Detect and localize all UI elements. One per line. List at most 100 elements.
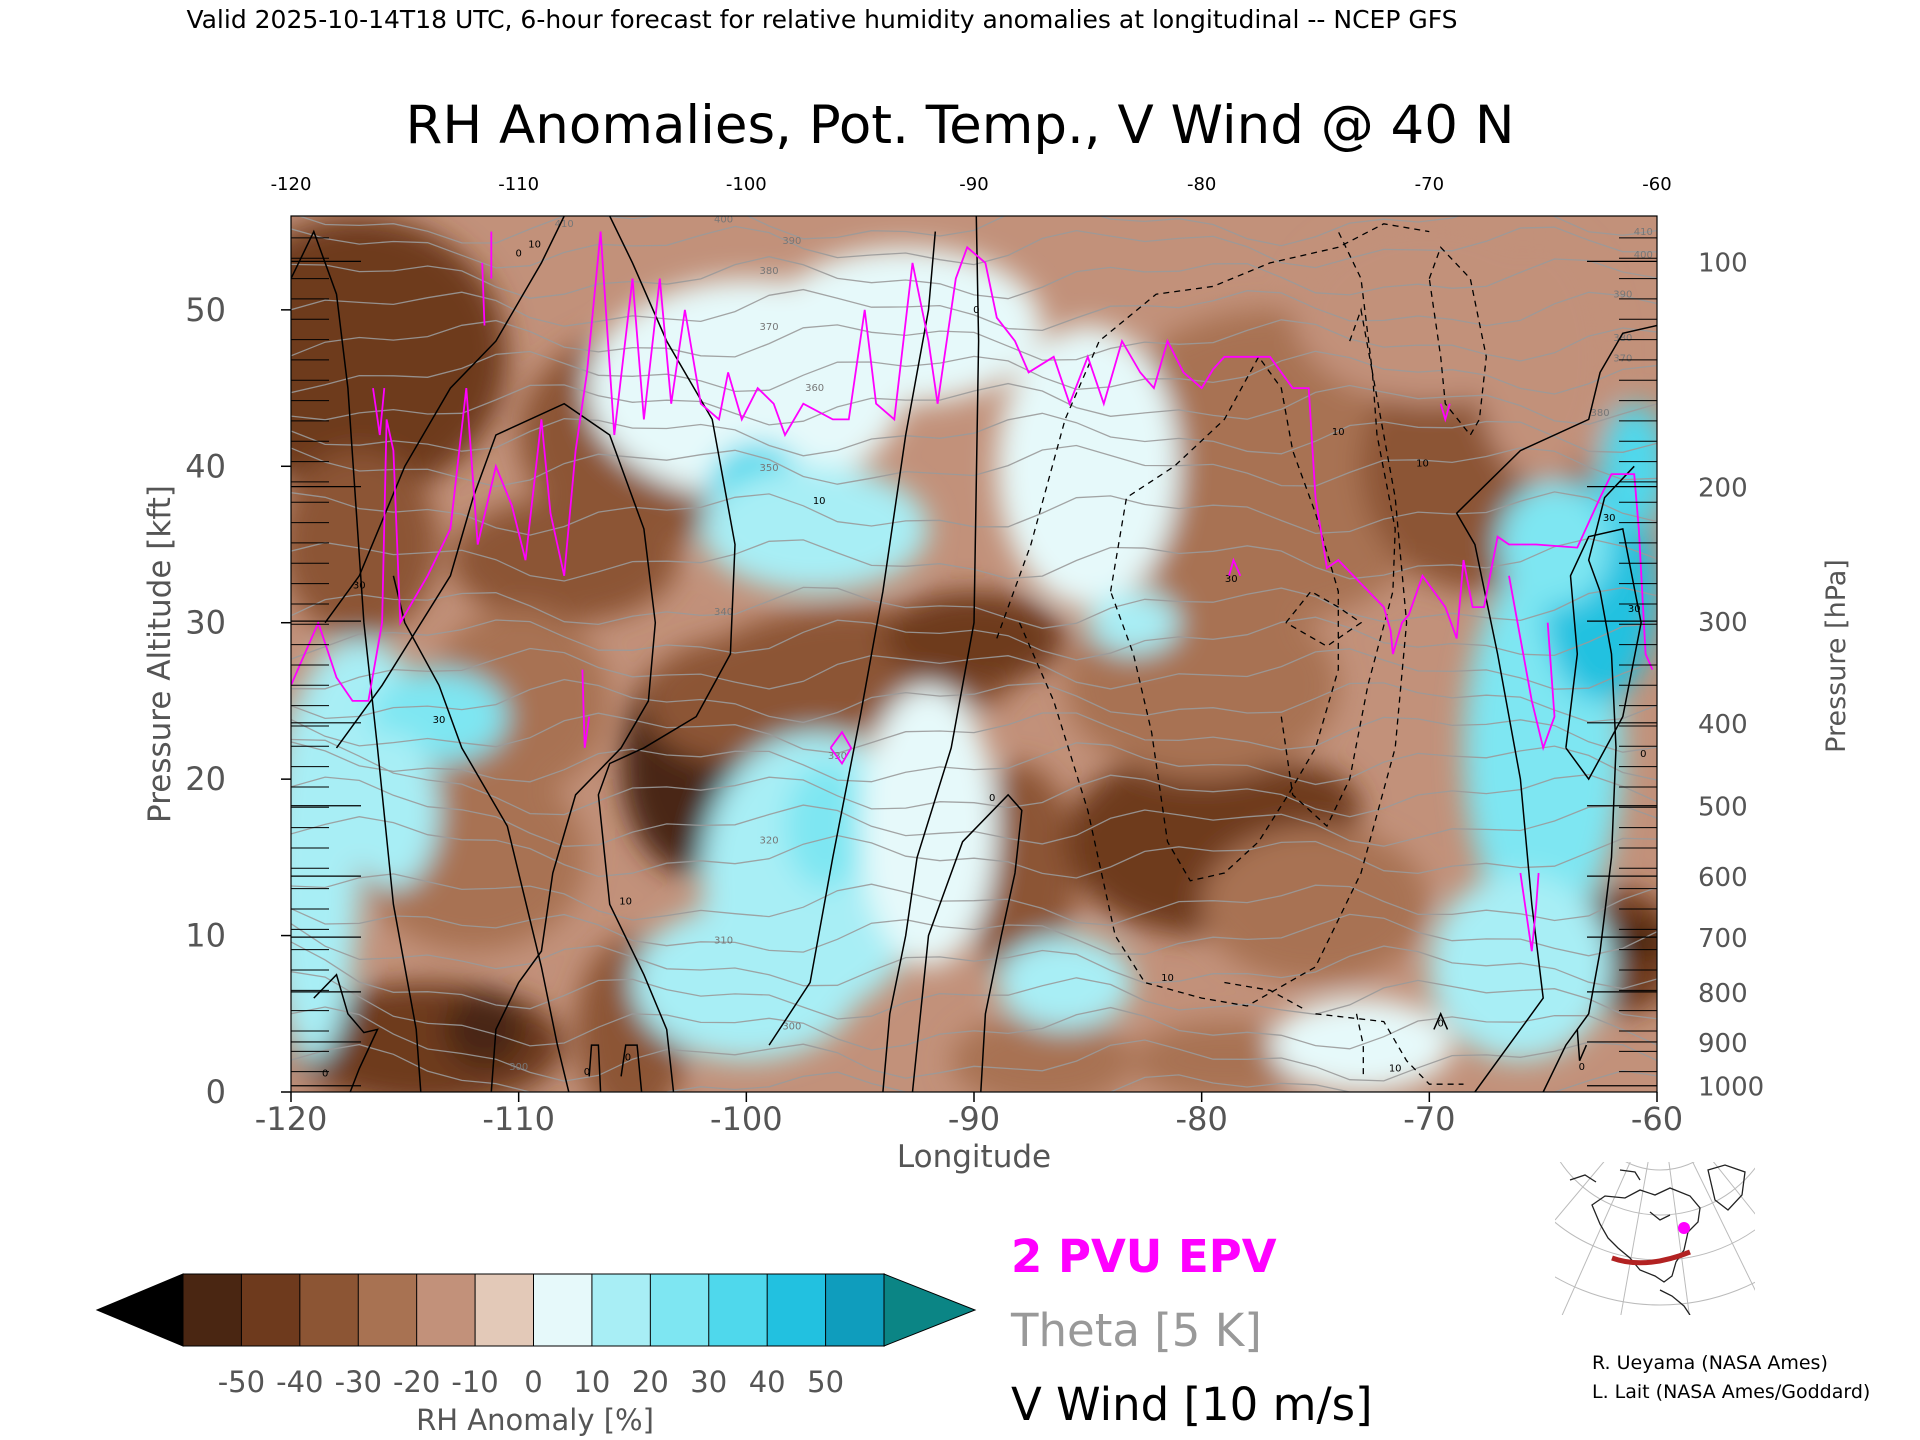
colorbar-tick-label: -20 — [393, 1365, 440, 1399]
v-wind-solid-contour — [588, 1044, 602, 1092]
rh-blob — [1429, 873, 1612, 1061]
theta-contour-label: 400 — [1634, 250, 1653, 261]
theta-contours — [291, 216, 1657, 1092]
colorbar-swatch — [357, 1273, 418, 1347]
theta-contour-label: 300 — [509, 1062, 528, 1073]
inset-map — [1555, 1162, 1755, 1315]
colorbar-tick-label: 50 — [807, 1365, 844, 1399]
v-wind-solid-contour — [291, 229, 422, 1092]
theta-contour-line — [291, 738, 1657, 818]
top-tick-label: -100 — [726, 174, 767, 195]
top-tick-label: -80 — [1187, 174, 1216, 195]
rh-blob — [1611, 930, 1657, 950]
v-wind-contour-label: 10 — [1416, 458, 1429, 469]
theta-contour-label: 340 — [714, 607, 733, 618]
epv-2pvu-line — [1228, 557, 1242, 577]
plot-area: 410 4003903803703603503403303203103003004… — [290, 214, 1658, 1093]
x-tick-label: -110 — [482, 1100, 555, 1138]
v-wind-dashed-contour — [1109, 355, 1339, 882]
colorbar-high-arrow — [883, 1273, 977, 1347]
theta-contour-line — [291, 444, 1657, 488]
theta-contour-line — [291, 537, 1657, 582]
theta-contour-line — [291, 816, 1657, 879]
pressure-tick-label: 900 — [1698, 1029, 1748, 1059]
v-wind-contour-label: 30 — [1628, 604, 1641, 615]
epv-2pvu-contour — [291, 231, 1654, 952]
pressure-axis-labels: 100 200 300 400 500 600 700 800 900 1000 — [1698, 248, 1764, 1102]
colorbar-tick-label: 20 — [632, 1365, 669, 1399]
colorbar-swatch — [182, 1273, 243, 1347]
x-tick-label: -120 — [255, 1100, 328, 1138]
theta-contour-label: 390 — [782, 236, 801, 247]
v-wind-solid-contour — [335, 402, 657, 1092]
colorbar-tick-label: -30 — [335, 1365, 382, 1399]
v-wind-contour-label: 10 — [813, 496, 826, 507]
x-tick-label: -80 — [1176, 1100, 1228, 1138]
colorbar-swatch — [825, 1273, 885, 1347]
v-wind-dashed-contour — [1315, 1013, 1464, 1085]
v-wind-solid-contour — [1565, 527, 1642, 781]
rh-colorbar — [95, 1273, 977, 1347]
v-wind-dashed-contour — [1428, 246, 1487, 437]
colorbar-tick-label: 40 — [749, 1365, 786, 1399]
v-wind-contour-label: 10 — [1389, 1064, 1402, 1075]
v-wind-contour-label: 0 — [1579, 1062, 1585, 1073]
theta-contour-label: 370 — [760, 322, 779, 333]
theta-contour-label: 380 — [760, 266, 779, 277]
y-axis-label-right: Pressure [hPa] — [1821, 559, 1852, 753]
theta-contour-label: 350 — [760, 463, 779, 474]
colorbar-tick-label: -50 — [218, 1365, 265, 1399]
v-wind-contour-label: 30 — [1225, 574, 1238, 585]
rh-blob — [996, 325, 1179, 608]
v-wind-solid-contour — [620, 1044, 643, 1092]
rh-blob — [1600, 403, 1657, 529]
y-tick-label: 40 — [185, 447, 226, 485]
theta-contour-label: 390 — [1613, 289, 1632, 300]
v-wind-solid-contour — [392, 575, 570, 1092]
rh-blob — [347, 732, 439, 889]
theta-contour-line — [291, 941, 1657, 1020]
top-tick-label: -70 — [1415, 174, 1444, 195]
theta-contour-line — [291, 971, 1657, 1051]
v-wind-contours — [291, 216, 1657, 1092]
theta-contour-label: 410 — [1634, 227, 1653, 238]
colorbar-tick-labels: -50 -40 -30 -20 -10 0 10 20 30 40 50 — [218, 1365, 844, 1399]
theta-contour-line — [291, 923, 1657, 990]
v-wind-solid-contour — [768, 231, 937, 1046]
theta-contour-line — [291, 873, 1657, 926]
v-wind-solid-contour — [313, 973, 379, 1092]
rh-blob — [785, 763, 867, 889]
x-tick-label: -90 — [948, 1100, 1000, 1138]
colorbar-tick-label: -10 — [451, 1365, 498, 1399]
rh-blob — [996, 935, 1134, 1030]
v-wind-contour-label: 0 — [1640, 749, 1646, 760]
v-wind-solid-contour — [882, 216, 980, 1092]
colorbar-swatch — [649, 1273, 710, 1347]
rh-blob — [1087, 591, 1179, 654]
theta-contour-line — [291, 382, 1657, 426]
v-wind-contour-label: 0 — [1438, 1018, 1444, 1029]
theta-contour-line — [291, 616, 1657, 661]
colorbar-swatch — [591, 1273, 652, 1347]
rh-blob — [860, 685, 997, 967]
epv-2pvu-line — [291, 231, 1654, 702]
v-wind-contour-label: 30 — [1603, 513, 1616, 524]
theta-contour-labels: 410 4003903803703603503403303203103003004… — [509, 214, 1653, 1073]
pressure-tick-marks — [291, 237, 1657, 1093]
colorbar-label: RH Anomaly [%] — [416, 1403, 654, 1437]
v-wind-contour-label: 10 — [1161, 973, 1174, 984]
y-axis-label-left: Pressure Altitude [kft] — [142, 485, 178, 823]
v-wind-contour-label: 30 — [433, 715, 446, 726]
rh-blob — [291, 216, 508, 498]
theta-contour-label: 400 — [714, 214, 733, 225]
epv-2pvu-line — [1439, 403, 1451, 423]
colorbar-tick-label: 10 — [573, 1365, 610, 1399]
x-tick-label: -70 — [1403, 1100, 1455, 1138]
colorbar-low-arrow — [95, 1273, 184, 1347]
y-tick-label: 30 — [185, 604, 226, 642]
theta-contour-line — [297, 216, 1657, 247]
theta-contour-line — [291, 412, 1657, 457]
x-axis-ticks: -120 -110 -100 -90 -80 -70 -60 — [255, 1092, 1683, 1138]
valid-line: Valid 2025-10-14T18 UTC, 6-hour forecast… — [186, 5, 1457, 34]
colorbar-swatch — [240, 1273, 301, 1347]
